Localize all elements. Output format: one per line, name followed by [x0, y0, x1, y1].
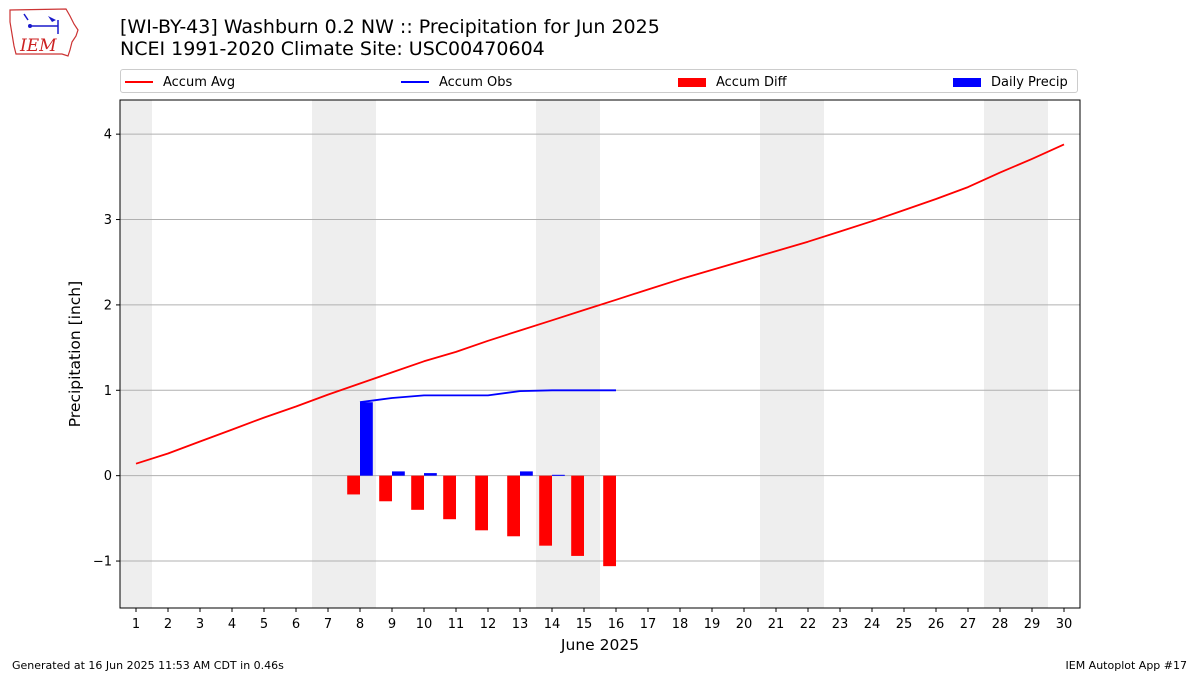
- x-tick-label: 11: [448, 617, 465, 632]
- accum-diff-bar: [411, 475, 424, 510]
- x-tick-label: 19: [704, 617, 721, 632]
- x-tick-label: 30: [1056, 617, 1073, 632]
- x-tick-label: 23: [832, 617, 849, 632]
- accum-diff-bar: [603, 475, 616, 567]
- x-tick-label: 26: [928, 617, 945, 632]
- daily-precip-bar: [360, 402, 373, 476]
- legend-item-daily-precip: Daily Precip: [953, 73, 1068, 91]
- svg-text:IEM: IEM: [19, 36, 57, 56]
- x-tick-label: 21: [768, 617, 785, 632]
- x-tick-label: 7: [324, 617, 332, 632]
- y-tick-label: 2: [104, 298, 112, 313]
- y-axis-label: Precipitation [inch]: [66, 281, 84, 427]
- x-tick-label: 12: [480, 617, 497, 632]
- accum-diff-bar: [571, 475, 584, 556]
- legend-label-accum-diff: Accum Diff: [716, 74, 787, 90]
- x-tick-label: 16: [608, 617, 625, 632]
- legend-item-accum-avg: Accum Avg: [125, 73, 235, 91]
- x-tick-label: 9: [388, 617, 396, 632]
- accum-diff-bar: [443, 475, 456, 520]
- weekend-band: [312, 100, 376, 608]
- y-tick-label: 0: [104, 469, 112, 484]
- accum-diff-bar: [507, 475, 520, 537]
- accum-diff-bar: [539, 475, 552, 546]
- title-line-1: [WI-BY-43] Washburn 0.2 NW :: Precipitat…: [120, 16, 660, 38]
- daily-precip-bar: [392, 471, 405, 476]
- x-tick-label: 29: [1024, 617, 1041, 632]
- grid-lines: [120, 133, 1080, 562]
- app-credit: IEM Autoplot App #17: [1065, 659, 1188, 672]
- weekend-band: [120, 100, 152, 608]
- x-tick-label: 14: [544, 617, 561, 632]
- legend-swatch-daily-precip: [953, 77, 981, 87]
- iem-logo: IEM: [8, 6, 80, 60]
- x-tick-label: 18: [672, 617, 689, 632]
- x-tick-label: 27: [960, 617, 977, 632]
- x-tick-label: 1: [132, 617, 140, 632]
- legend-item-accum-obs: Accum Obs: [401, 73, 512, 91]
- bars: [347, 402, 616, 567]
- x-tick-label: 10: [416, 617, 433, 632]
- legend-swatch-accum-diff: [678, 77, 706, 87]
- iowa-map-logo-icon: IEM: [9, 8, 79, 57]
- x-tick-label: 3: [196, 617, 204, 632]
- legend-label-accum-obs: Accum Obs: [439, 74, 513, 90]
- x-tick-label: 13: [512, 617, 529, 632]
- x-tick-label: 28: [992, 617, 1009, 632]
- accum-diff-bar: [475, 475, 488, 531]
- title-line-2: NCEI 1991-2020 Climate Site: USC00470604: [120, 38, 545, 60]
- daily-precip-bar: [424, 473, 437, 476]
- daily-precip-bar: [552, 474, 565, 476]
- legend-swatch-accum-avg: [125, 81, 153, 83]
- legend-swatch-accum-obs: [401, 81, 429, 83]
- weekend-shading: [120, 100, 1048, 608]
- x-tick-label: 2: [164, 617, 172, 632]
- generated-timestamp: Generated at 16 Jun 2025 11:53 AM CDT in…: [12, 659, 284, 672]
- legend-label-accum-avg: Accum Avg: [163, 74, 236, 90]
- daily-precip-bar: [520, 471, 533, 476]
- x-tick-label: 22: [800, 617, 817, 632]
- x-tick-label: 15: [576, 617, 593, 632]
- x-tick-label: 5: [260, 617, 268, 632]
- accum-diff-bar: [379, 475, 392, 502]
- y-tick-label: 4: [104, 128, 112, 143]
- legend-item-accum-diff: Accum Diff: [678, 73, 787, 91]
- x-tick-label: 4: [228, 617, 236, 632]
- weekend-band: [984, 100, 1048, 608]
- accum-diff-bar: [347, 475, 360, 495]
- x-tick-label: 8: [356, 617, 364, 632]
- x-tick-label: 17: [640, 617, 657, 632]
- y-tick-label: 3: [104, 213, 112, 228]
- y-tick-label: 1: [104, 384, 112, 399]
- y-tick-label: −1: [93, 555, 112, 570]
- series-lines: [135, 143, 1065, 465]
- accum-obs-line: [359, 389, 616, 404]
- x-tick-label: 20: [736, 617, 753, 632]
- plot-frame: [119, 99, 1081, 609]
- x-tick-label: 6: [292, 617, 300, 632]
- legend-label-daily-precip: Daily Precip: [991, 74, 1068, 90]
- chart-legend: Accum Avg Accum Obs Accum Diff Daily Pre…: [120, 69, 1078, 93]
- accum-avg-line: [135, 143, 1065, 465]
- x-tick-label: 25: [896, 617, 913, 632]
- weekend-band: [760, 100, 824, 608]
- x-axis-label: June 2025: [560, 636, 639, 654]
- x-tick-label: 24: [864, 617, 881, 632]
- chart-title: [WI-BY-43] Washburn 0.2 NW :: Precipitat…: [120, 16, 660, 60]
